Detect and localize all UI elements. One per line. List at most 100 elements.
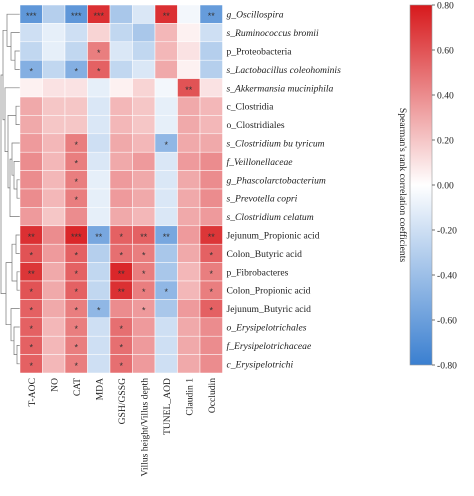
heatmap-cell <box>109 96 133 116</box>
heatmap-cell <box>42 354 66 374</box>
heatmap-cell <box>177 170 201 190</box>
significance-star: ** <box>163 232 171 242</box>
significance-star: * <box>209 306 213 316</box>
colorbar-tick-label: -0.60 <box>437 316 457 327</box>
heatmap-cell <box>64 41 88 61</box>
dendrogram-branch <box>10 32 20 61</box>
heatmap-cell <box>64 115 88 135</box>
heatmap-cell <box>177 4 201 24</box>
heatmap-cell <box>42 335 66 355</box>
heatmap-cell <box>132 133 156 153</box>
row-label: o_Clostridiales <box>227 120 285 131</box>
significance-star: * <box>142 250 146 260</box>
significance-star: * <box>119 232 123 242</box>
colorbar-tick-label: -0.40 <box>437 271 457 282</box>
heatmap-cell <box>19 133 43 153</box>
significance-star: * <box>74 306 78 316</box>
dendrogram-branch <box>15 234 20 254</box>
heatmap-cell <box>42 78 66 98</box>
dendrogram-branch <box>9 158 20 217</box>
heatmap-cell <box>132 115 156 135</box>
heatmap-cell <box>19 78 43 98</box>
column-label: Claudin 1 <box>184 378 195 416</box>
dendrogram-branch <box>16 179 20 199</box>
heatmap-cell <box>199 41 223 61</box>
heatmap-cell <box>87 243 111 263</box>
row-label: p_Fibrobacteres <box>227 267 289 278</box>
significance-star: * <box>209 250 213 260</box>
heatmap-cell <box>199 170 223 190</box>
significance-star: * <box>29 66 33 76</box>
heatmap-cell <box>19 207 43 227</box>
significance-star: ** <box>118 287 126 297</box>
dendrogram-branch <box>16 345 20 365</box>
row-label: s_Lactobacillus coleohominis <box>227 65 342 76</box>
significance-star: * <box>119 250 123 260</box>
significance-star: * <box>142 306 146 316</box>
heatmap-cell <box>132 41 156 61</box>
significance-star: ** <box>185 85 193 95</box>
significance-star: ** <box>95 232 103 242</box>
heatmap-cell <box>177 41 201 61</box>
heatmap-cell <box>19 151 43 171</box>
heatmap-cell <box>42 188 66 208</box>
column-label: T-AOC <box>27 378 38 406</box>
colorbar-tick-label: 0.40 <box>437 91 454 102</box>
heatmap-cell <box>154 59 178 79</box>
column-label: CAT <box>72 378 83 396</box>
row-label: s_Clostridium celatum <box>227 212 314 223</box>
heatmap-cell <box>87 335 111 355</box>
heatmap-cell <box>87 133 111 153</box>
heatmap-cell <box>42 280 66 300</box>
significance-star: * <box>209 269 213 279</box>
significance-star: * <box>119 361 123 371</box>
significance-star: * <box>74 361 78 371</box>
column-labels: T-AOC NO CAT MDA GSH/GSSG Villus height/Villu… <box>27 378 218 477</box>
colorbar: 0.80 0.60 0.40 0.20 0.00 -0.20 -0.40 -0.60 -0.80… <box>397 1 457 372</box>
heatmap-cell <box>64 207 88 227</box>
heatmap-cell <box>87 170 111 190</box>
heatmap-cell <box>199 317 223 337</box>
heatmap-cell <box>42 317 66 337</box>
heatmap-cell <box>154 23 178 43</box>
heatmap-cell <box>154 115 178 135</box>
heatmap-cell <box>132 78 156 98</box>
significance-star: * <box>29 324 33 334</box>
colorbar-title: Spearman's rank correlation coefficients <box>397 108 408 262</box>
heatmap-cells <box>19 4 223 374</box>
significance-star: * <box>74 177 78 187</box>
heatmap-cell <box>132 317 156 337</box>
row-label: c_Clostridia <box>227 102 275 113</box>
heatmap-cell <box>64 78 88 98</box>
heatmap-cell <box>19 23 43 43</box>
heatmap-cell <box>132 188 156 208</box>
dendrogram-branch <box>16 271 20 291</box>
heatmap-cell <box>177 354 201 374</box>
heatmap-cell <box>177 207 201 227</box>
colorbar-tick-label: 0.00 <box>437 181 454 192</box>
colorbar-gradient <box>409 4 433 366</box>
heatmap-cell <box>199 151 223 171</box>
heatmap-cell <box>199 207 223 227</box>
heatmap-cell <box>109 23 133 43</box>
significance-star: * <box>97 66 101 76</box>
significance-star: ** <box>28 232 36 242</box>
heatmap-cell <box>177 317 201 337</box>
row-label: o_Erysipelotrichales <box>227 323 307 334</box>
heatmap-cell <box>177 335 201 355</box>
dendrogram-branch <box>6 13 20 47</box>
heatmap-cell <box>154 151 178 171</box>
heatmap-cell <box>132 151 156 171</box>
heatmap-cell <box>154 41 178 61</box>
significance-star: *** <box>93 11 104 21</box>
significance-star: * <box>74 158 78 168</box>
significance-star: * <box>97 306 101 316</box>
heatmap-cell <box>109 4 133 24</box>
row-label: c_Erysipelotrichi <box>227 359 294 370</box>
heatmap-cell <box>19 115 43 135</box>
dendrogram-branch <box>15 105 20 125</box>
significance-star: * <box>29 361 33 371</box>
significance-star: * <box>74 287 78 297</box>
significance-star: * <box>74 342 78 352</box>
heatmap-cell <box>109 299 133 319</box>
